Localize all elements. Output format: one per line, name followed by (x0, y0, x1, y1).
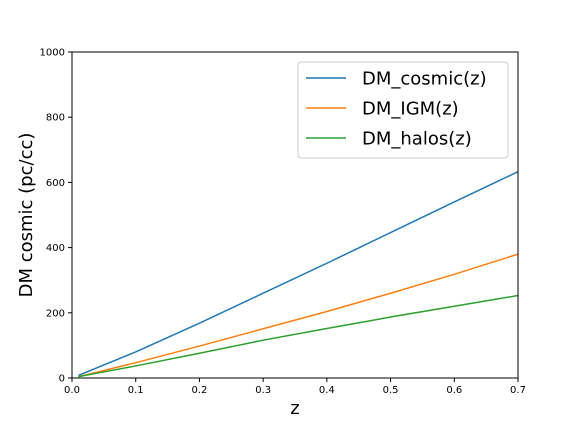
y-tick-label: 200 (46, 308, 65, 319)
series-line-0 (78, 170, 519, 377)
x-tick-label: 0.5 (383, 385, 399, 396)
legend: DM_cosmic(z) DM_IGM(z) DM_halos(z) (297, 61, 509, 159)
axes-frame (71, 51, 519, 379)
x-tick-label: 0.6 (446, 385, 462, 396)
x-tick-label: 0.4 (319, 385, 335, 396)
legend-box (297, 61, 509, 159)
y-tick-label: 800 (46, 113, 65, 124)
legend-label-0: DM_cosmic(z) (362, 69, 487, 90)
x-tick-label: 0.2 (191, 385, 207, 396)
y-axis-label: DM cosmic (pc/cc) (16, 133, 37, 298)
y-ticks: 0 200 400 600 800 1000 (40, 48, 72, 385)
x-tick-label: 0.7 (510, 385, 526, 396)
x-axis-label: z (290, 398, 299, 419)
x-ticks: 0.0 0.1 0.2 0.3 0.4 0.5 0.6 0.7 (64, 378, 526, 396)
series-layer (78, 170, 519, 378)
x-tick-label: 0.0 (64, 385, 80, 396)
legend-label-2: DM_halos(z) (362, 129, 472, 150)
y-tick-label: 600 (46, 178, 65, 189)
y-tick-label: 400 (46, 243, 65, 254)
legend-label-1: DM_IGM(z) (362, 99, 459, 120)
series-line-2 (78, 294, 519, 378)
x-tick-label: 0.3 (255, 385, 271, 396)
x-tick-label: 0.1 (128, 385, 144, 396)
series-line-1 (78, 253, 519, 378)
y-tick-label: 1000 (40, 48, 65, 59)
y-tick-label: 0 (59, 374, 65, 385)
axes-layer (71, 51, 519, 379)
